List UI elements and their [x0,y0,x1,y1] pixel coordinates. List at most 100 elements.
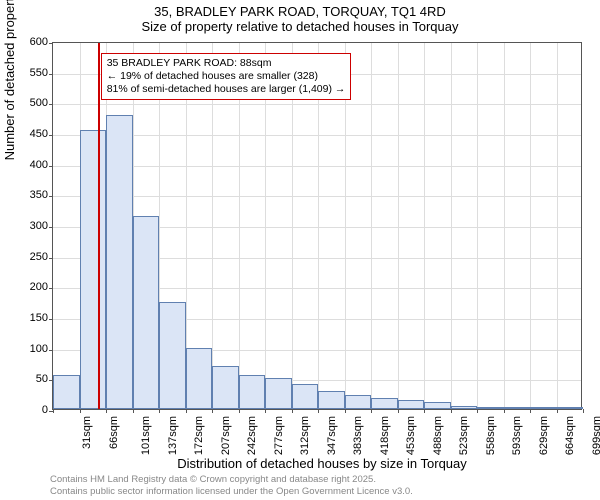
gridline-v [530,43,531,409]
y-tick-label: 500 [8,97,48,109]
x-tick-label: 312sqm [299,416,311,455]
histogram-bar [398,400,425,409]
y-tick-mark [49,135,53,136]
x-tick-mark [345,409,346,413]
x-tick-mark [292,409,293,413]
histogram-bar [133,216,160,409]
x-tick-label: 523sqm [458,416,470,455]
y-tick-label: 50 [8,373,48,385]
x-tick-mark [159,409,160,413]
x-tick-mark [477,409,478,413]
x-tick-mark [371,409,372,413]
y-tick-mark [49,319,53,320]
x-tick-label: 31sqm [81,416,93,449]
x-tick-label: 593sqm [511,416,523,455]
y-tick-label: 300 [8,220,48,232]
x-tick-mark [530,409,531,413]
histogram-bar [80,130,107,409]
x-tick-mark [212,409,213,413]
y-tick-label: 0 [8,404,48,416]
histogram-bar [504,407,531,409]
x-tick-label: 242sqm [246,416,258,455]
gridline-v [557,43,558,409]
y-tick-label: 400 [8,159,48,171]
x-tick-label: 383sqm [352,416,364,455]
y-tick-label: 150 [8,312,48,324]
y-tick-label: 100 [8,343,48,355]
histogram-bar [424,402,451,409]
chart-title-main: 35, BRADLEY PARK ROAD, TORQUAY, TQ1 4RD [0,4,600,19]
histogram-bar [186,348,213,409]
histogram-bar [53,375,80,409]
x-tick-mark [265,409,266,413]
y-tick-mark [49,104,53,105]
y-tick-label: 550 [8,67,48,79]
x-tick-mark [424,409,425,413]
y-tick-label: 350 [8,189,48,201]
x-tick-mark [53,409,54,413]
y-tick-mark [49,43,53,44]
histogram-bar [451,406,478,409]
x-tick-mark [451,409,452,413]
y-tick-label: 250 [8,251,48,263]
histogram-bar [265,378,292,409]
footer-attribution: Contains HM Land Registry data © Crown c… [50,474,413,498]
histogram-bar [530,407,557,409]
x-tick-label: 453sqm [405,416,417,455]
property-info-box: 35 BRADLEY PARK ROAD: 88sqm← 19% of deta… [101,53,352,100]
y-tick-mark [49,74,53,75]
x-tick-mark [80,409,81,413]
histogram-bar [345,395,372,409]
x-tick-mark [318,409,319,413]
x-tick-label: 699sqm [591,416,600,455]
y-tick-mark [49,258,53,259]
x-tick-label: 66sqm [108,416,120,449]
x-tick-label: 664sqm [564,416,576,455]
gridline-v [371,43,372,409]
histogram-bar [557,407,584,409]
x-tick-label: 418sqm [379,416,391,455]
footer-line-1: Contains HM Land Registry data © Crown c… [50,474,413,486]
chart-title-group: 35, BRADLEY PARK ROAD, TORQUAY, TQ1 4RD … [0,0,600,34]
x-tick-mark [557,409,558,413]
x-tick-label: 101sqm [140,416,152,455]
histogram-bar [477,407,504,409]
gridline-v [424,43,425,409]
info-box-line: 81% of semi-detached houses are larger (… [107,83,346,96]
x-tick-label: 172sqm [193,416,205,455]
footer-line-2: Contains public sector information licen… [50,486,413,498]
gridline-v [398,43,399,409]
x-tick-label: 207sqm [220,416,232,455]
x-tick-mark [583,409,584,413]
x-tick-label: 277sqm [273,416,285,455]
histogram-bar [212,366,239,409]
x-tick-mark [504,409,505,413]
x-tick-mark [186,409,187,413]
gridline-v [477,43,478,409]
x-axis-label: Distribution of detached houses by size … [0,456,600,471]
x-tick-mark [133,409,134,413]
histogram-bar [371,398,398,409]
x-tick-label: 558sqm [485,416,497,455]
histogram-bar [318,391,345,409]
y-tick-mark [49,350,53,351]
info-box-line: 35 BRADLEY PARK ROAD: 88sqm [107,57,346,70]
x-tick-mark [106,409,107,413]
y-tick-mark [49,166,53,167]
x-tick-label: 137sqm [167,416,179,455]
y-tick-label: 200 [8,281,48,293]
y-tick-label: 600 [8,36,48,48]
chart-plot-area: 35 BRADLEY PARK ROAD: 88sqm← 19% of deta… [52,42,582,410]
x-tick-label: 347sqm [326,416,338,455]
histogram-bar [292,384,319,409]
info-box-line: ← 19% of detached houses are smaller (32… [107,70,346,83]
histogram-bar [239,375,266,409]
x-tick-mark [239,409,240,413]
y-tick-mark [49,196,53,197]
y-tick-label: 450 [8,128,48,140]
histogram-bar [106,115,133,409]
chart-title-sub: Size of property relative to detached ho… [0,19,600,34]
y-tick-mark [49,227,53,228]
x-tick-label: 488sqm [432,416,444,455]
x-tick-label: 629sqm [538,416,550,455]
